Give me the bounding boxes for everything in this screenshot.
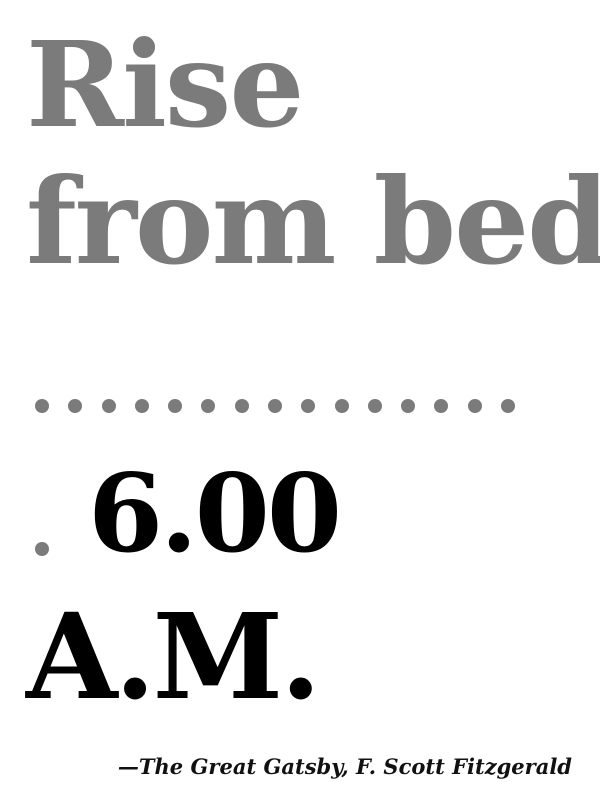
leader-dot [334, 399, 349, 413]
leading-dot [35, 542, 49, 556]
leader-dot [134, 399, 149, 413]
heading-line-2: from bed [26, 152, 600, 291]
leader-dot [201, 399, 216, 413]
leader-dot [401, 399, 416, 413]
leader-dot [434, 399, 449, 413]
time-period: A.M. [26, 587, 321, 726]
leader-dot [35, 399, 49, 413]
leader-dot [234, 399, 249, 413]
attribution: —The Great Gatsby, F. Scott Fitzgerald [117, 754, 572, 779]
leader-dot [168, 399, 183, 413]
leader-dot [267, 399, 282, 413]
heading-line-1: Rise [26, 15, 304, 154]
leader-dot [101, 399, 116, 413]
leader-dot [467, 399, 482, 413]
leader-dot [367, 399, 382, 413]
dot-leader [35, 398, 515, 414]
leader-dot [68, 399, 83, 413]
leader-dot [500, 399, 515, 413]
time-value: 6.00 [88, 451, 342, 577]
leader-dot [301, 399, 316, 413]
